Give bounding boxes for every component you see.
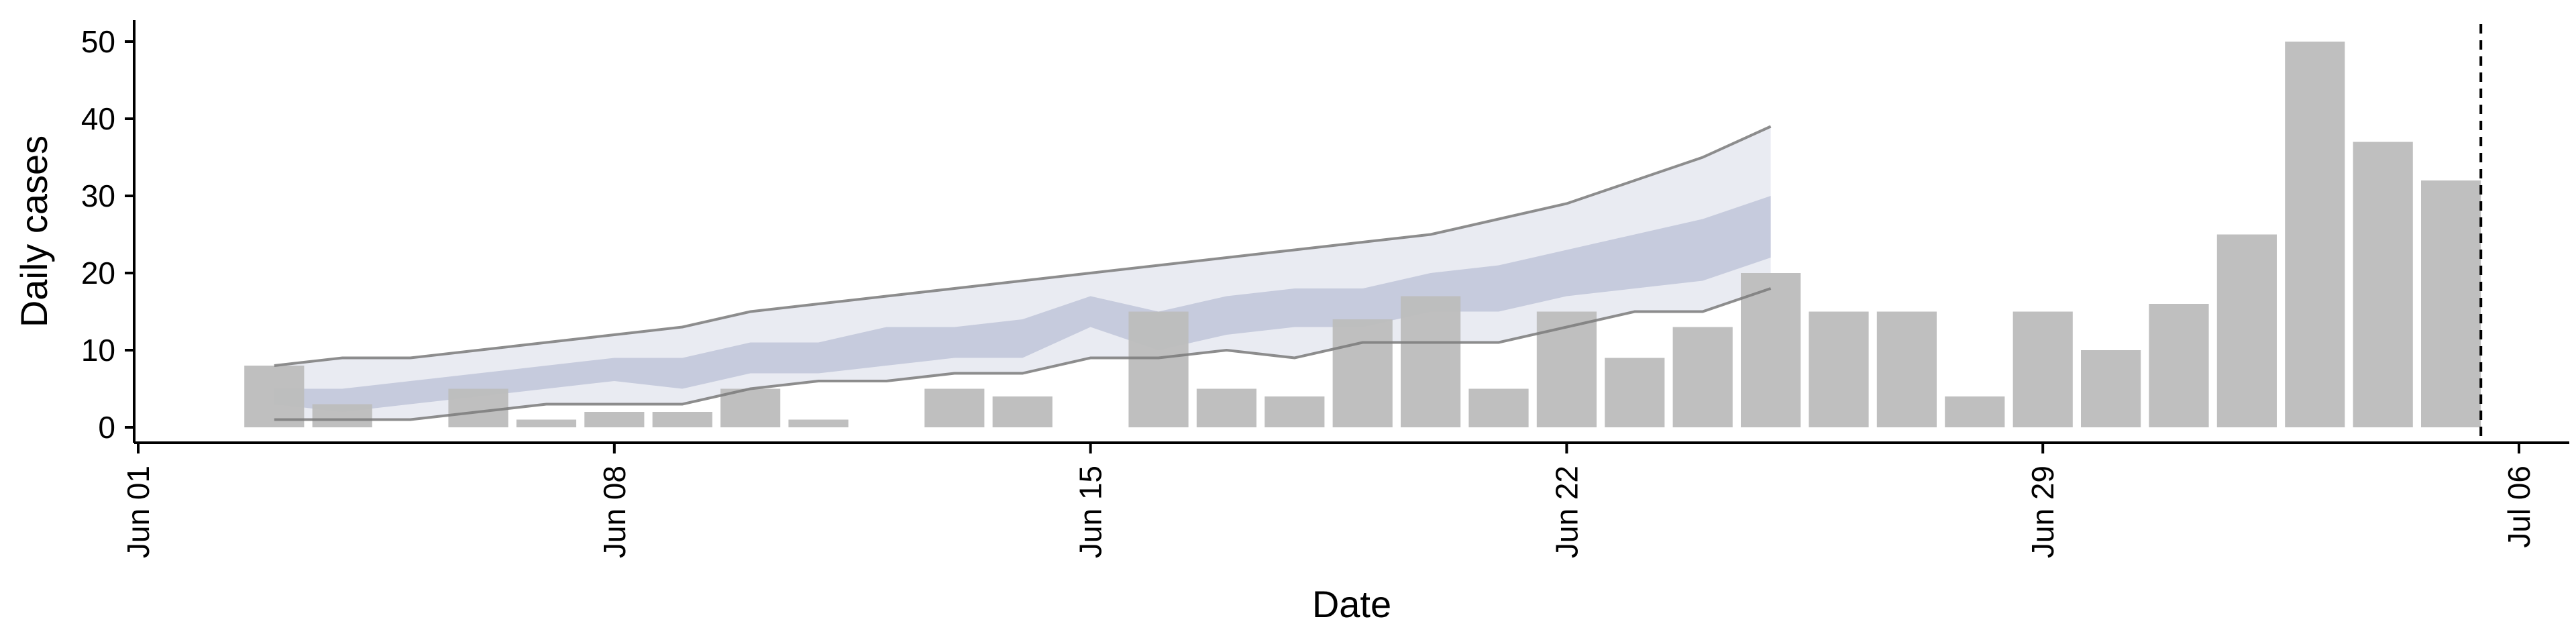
case-bar xyxy=(1401,296,1461,427)
case-bars xyxy=(244,42,2481,427)
case-bar xyxy=(2081,350,2141,427)
y-tick-label: 30 xyxy=(81,178,115,213)
lower-bound-line xyxy=(274,287,1772,421)
y-tick-label: 40 xyxy=(81,101,115,136)
case-bar xyxy=(516,419,576,427)
x-tick-label: Jun 29 xyxy=(2025,466,2060,558)
y-tick-label: 20 xyxy=(81,256,115,290)
upper-bound-line xyxy=(274,125,1772,367)
case-bar xyxy=(2353,142,2413,427)
y-tick-label: 50 xyxy=(81,24,115,59)
x-tick-label: Jun 01 xyxy=(121,466,156,558)
x-axis-title: Date xyxy=(1312,583,1391,625)
case-bar xyxy=(1672,327,1733,427)
case-bar xyxy=(1876,311,1937,427)
outer-interval-band xyxy=(274,126,1771,420)
case-bar xyxy=(1945,396,2005,427)
x-tick-label: Jul 06 xyxy=(2502,466,2536,548)
forecast-bounds xyxy=(274,125,1772,421)
case-bar xyxy=(1196,388,1256,427)
axes xyxy=(133,20,2569,444)
case-bar xyxy=(584,412,645,427)
x-tick-label: Jun 22 xyxy=(1549,466,1584,558)
case-bar xyxy=(992,396,1053,427)
case-bar xyxy=(448,388,508,427)
case-bar xyxy=(1741,273,1801,427)
case-bar xyxy=(2421,180,2481,427)
case-bar xyxy=(1468,388,1529,427)
case-bar xyxy=(1332,319,1393,427)
case-bar xyxy=(720,388,781,427)
case-bar xyxy=(1265,396,1325,427)
y-axis-title: Daily cases xyxy=(13,136,55,327)
y-tick-label: 10 xyxy=(81,333,115,368)
case-bar xyxy=(244,366,305,427)
case-bar xyxy=(1128,311,1189,427)
x-tick-label: Jun 08 xyxy=(597,466,632,558)
x-tick-label: Jun 15 xyxy=(1073,466,1108,558)
case-bar xyxy=(924,388,985,427)
case-bar xyxy=(788,419,849,427)
case-bar xyxy=(652,412,712,427)
tick-labels: 0 10 20 30 40 50 Jun 01 Jun 08 Jun 15 Jun 22 Jun 2… xyxy=(81,24,2536,558)
case-bar xyxy=(1605,358,1665,427)
case-bar xyxy=(2149,304,2209,427)
case-bar xyxy=(312,404,372,427)
case-bar xyxy=(2012,311,2073,427)
case-bar xyxy=(2216,234,2277,427)
y-tick-label: 0 xyxy=(98,410,115,445)
case-bar xyxy=(1809,311,1869,427)
inner-interval-band xyxy=(274,196,1771,412)
forecast-bands xyxy=(274,126,1771,420)
case-bar xyxy=(2285,42,2345,427)
case-bar xyxy=(1536,311,1597,427)
